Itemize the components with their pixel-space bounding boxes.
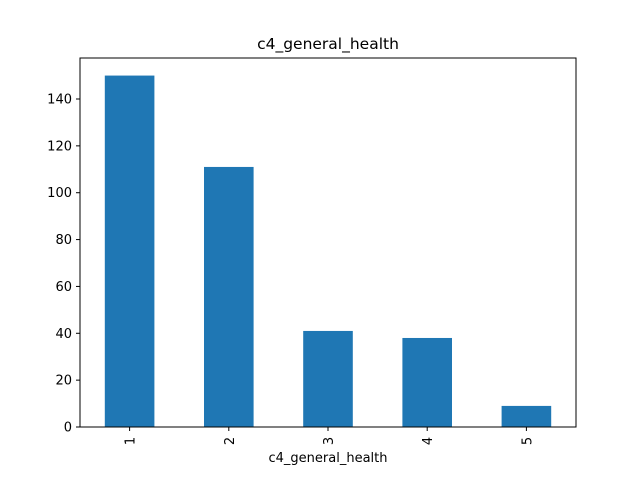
y-tick-label: 60 <box>55 280 72 295</box>
y-tick-label: 120 <box>47 139 72 154</box>
y-tick-label: 140 <box>47 93 72 108</box>
chart-title: c4_general_health <box>257 35 399 54</box>
x-tick-label: 1 <box>124 437 139 445</box>
x-tick-label: 3 <box>322 437 337 445</box>
y-tick-label: 20 <box>55 374 72 389</box>
bar-1 <box>104 75 155 428</box>
bar-2 <box>204 166 254 427</box>
x-tick-label: 4 <box>421 437 436 445</box>
bar-5 <box>501 405 552 427</box>
plot-frame <box>79 57 577 428</box>
bar-3 <box>303 330 353 427</box>
x-tick-label: 2 <box>223 437 238 445</box>
x-axis-title: c4_general_health <box>269 451 388 466</box>
bars-group <box>104 75 552 428</box>
y-tick-label: 40 <box>55 327 72 342</box>
y-tick-label: 100 <box>47 186 72 201</box>
x-axis: 1 2 3 4 5 <box>124 427 535 445</box>
y-axis: 0 20 40 60 80 100 120 140 <box>47 93 80 436</box>
y-tick-label: 80 <box>55 233 72 248</box>
bar-4 <box>402 337 452 427</box>
x-tick-label: 5 <box>520 437 535 445</box>
y-tick-label: 0 <box>64 421 72 436</box>
